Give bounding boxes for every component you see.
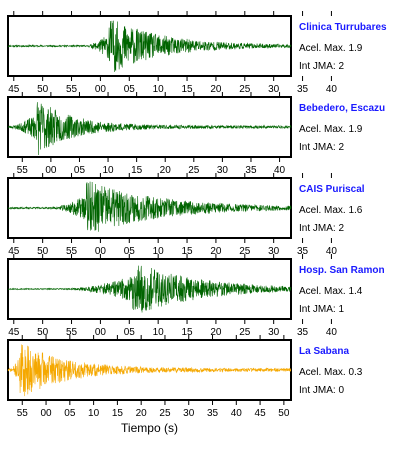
- tick-label: 35: [245, 165, 257, 176]
- tick-label: 10: [153, 246, 165, 257]
- station-name: Clinica Turrubares: [299, 22, 387, 33]
- station-name: Hosp. San Ramon: [299, 265, 385, 276]
- tick-label: 05: [124, 84, 136, 95]
- waveform-series: [7, 102, 292, 155]
- tick-label: 10: [153, 84, 165, 95]
- tick-label: 10: [102, 165, 114, 176]
- panel-frame: [7, 258, 292, 320]
- tick-label: 20: [210, 84, 222, 95]
- jma-intensity-label: Int JMA: 2: [299, 223, 344, 234]
- tick-label: 00: [95, 84, 107, 95]
- tick-label: 55: [17, 408, 29, 419]
- panel-5: 55 00 05 10 15 20 25 30 35 40 45 50 La Sabana Acel. M…: [7, 335, 363, 435]
- tick-label: 15: [181, 246, 193, 257]
- tick-label: 40: [326, 246, 338, 257]
- panels-group: 45 50 55 00 05 10 15 20 25 30 35 40 Clinica Turrubar…: [7, 11, 387, 435]
- jma-intensity-label: Int JMA: 2: [299, 61, 344, 72]
- tick-label: 30: [268, 327, 280, 338]
- tick-label: 30: [268, 246, 280, 257]
- tick-label: 40: [326, 84, 338, 95]
- max-acceleration-label: Acel. Max. 1.4: [299, 286, 363, 297]
- waveform-series: [7, 20, 292, 73]
- tick-label: 30: [268, 84, 280, 95]
- tick-label: 50: [278, 408, 290, 419]
- tick-label: 25: [239, 84, 251, 95]
- tick-label: 20: [160, 165, 172, 176]
- max-acceleration-label: Acel. Max. 1.6: [299, 205, 363, 216]
- tick-label: 30: [183, 408, 195, 419]
- tick-label: 40: [326, 327, 338, 338]
- max-acceleration-label: Acel. Max. 1.9: [299, 43, 363, 54]
- station-name: La Sabana: [299, 346, 349, 357]
- jma-intensity-label: Int JMA: 0: [299, 385, 344, 396]
- panel-1: 45 50 55 00 05 10 15 20 25 30 35 40 Clinica Turrubar…: [7, 11, 387, 95]
- tick-label: 00: [95, 327, 107, 338]
- waveform-series: [7, 344, 292, 397]
- tick-label: 05: [64, 408, 76, 419]
- tick-label: 40: [274, 165, 286, 176]
- station-name: Bebedero, Escazu: [299, 103, 385, 114]
- tick-label: 35: [297, 84, 309, 95]
- tick-label: 45: [8, 84, 20, 95]
- tick-label: 15: [112, 408, 124, 419]
- tick-label: 25: [239, 246, 251, 257]
- tick-label: 00: [40, 408, 52, 419]
- tick-label: 25: [188, 165, 200, 176]
- tick-label: 55: [66, 327, 78, 338]
- tick-label: 05: [124, 246, 136, 257]
- tick-label: 30: [217, 165, 229, 176]
- panel-3: 45 50 55 00 05 10 15 20 25 30 35 40 CAIS Puriscal Ace…: [7, 173, 365, 257]
- tick-label: 35: [207, 408, 219, 419]
- panel-4: 45 50 55 00 05 10 15 20 25 30 35 40 Hosp. San Ramon A…: [7, 254, 385, 338]
- tick-label: 35: [297, 327, 309, 338]
- tick-label: 05: [74, 165, 86, 176]
- tick-label: 20: [210, 246, 222, 257]
- tick-label: 45: [8, 246, 20, 257]
- tick-label: 25: [239, 327, 251, 338]
- tick-label: 55: [66, 246, 78, 257]
- tick-label: 50: [37, 246, 49, 257]
- max-acceleration-label: Acel. Max. 1.9: [299, 124, 363, 135]
- tick-label: 15: [181, 84, 193, 95]
- jma-intensity-label: Int JMA: 1: [299, 304, 344, 315]
- station-name: CAIS Puriscal: [299, 184, 365, 195]
- tick-label: 00: [45, 165, 57, 176]
- jma-intensity-label: Int JMA: 2: [299, 142, 344, 153]
- tick-label: 05: [124, 327, 136, 338]
- tick-label: 10: [88, 408, 100, 419]
- tick-label: 50: [37, 327, 49, 338]
- tick-label: 20: [210, 327, 222, 338]
- tick-label: 00: [95, 246, 107, 257]
- tick-label: 55: [17, 165, 29, 176]
- tick-label: 45: [8, 327, 20, 338]
- waveform-series: [7, 265, 292, 313]
- tick-label: 15: [181, 327, 193, 338]
- waveform-series: [7, 181, 292, 232]
- panel-2: 55 00 05 10 15 20 25 30 35 40 Bebedero, Escazu Acel…: [7, 92, 385, 176]
- tick-label: 40: [231, 408, 243, 419]
- tick-label: 55: [66, 84, 78, 95]
- tick-label: 35: [297, 246, 309, 257]
- tick-label: 20: [136, 408, 148, 419]
- tick-label: 25: [159, 408, 171, 419]
- tick-label: 15: [131, 165, 143, 176]
- tick-label: 50: [37, 84, 49, 95]
- tick-label: 45: [255, 408, 267, 419]
- tick-label: 10: [153, 327, 165, 338]
- max-acceleration-label: Acel. Max. 0.3: [299, 367, 363, 378]
- x-axis-title: Tiempo (s): [121, 421, 178, 435]
